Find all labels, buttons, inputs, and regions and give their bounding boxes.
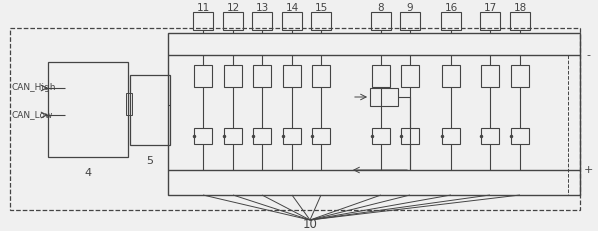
Bar [372, 128, 390, 144]
Text: +: + [583, 165, 593, 175]
Text: 14: 14 [285, 3, 298, 13]
Text: 13: 13 [255, 3, 269, 13]
Text: 17: 17 [483, 3, 496, 13]
Text: CAN_Low: CAN_Low [12, 110, 53, 119]
Text: -: - [586, 50, 590, 60]
Bar [511, 128, 529, 144]
Text: 11: 11 [196, 3, 210, 13]
Bar [224, 128, 242, 144]
Bar [252, 12, 272, 30]
Bar [370, 88, 398, 106]
Bar [442, 65, 460, 87]
Text: 4: 4 [84, 168, 91, 178]
Text: 12: 12 [227, 3, 240, 13]
Bar [224, 65, 242, 87]
Bar [283, 128, 301, 144]
Bar [371, 12, 391, 30]
Bar [168, 33, 580, 195]
Bar [126, 93, 132, 115]
Text: 5: 5 [147, 156, 154, 166]
Bar [481, 65, 499, 87]
Bar [283, 65, 301, 87]
Bar [194, 128, 212, 144]
Bar [253, 128, 271, 144]
Bar [511, 65, 529, 87]
Bar [441, 12, 461, 30]
Bar [10, 28, 580, 210]
Text: 8: 8 [378, 3, 385, 13]
Bar [481, 128, 499, 144]
Bar [193, 12, 213, 30]
Bar [510, 12, 530, 30]
Bar [480, 12, 500, 30]
Bar [282, 12, 302, 30]
Bar [401, 65, 419, 87]
Text: 18: 18 [513, 3, 527, 13]
Bar [223, 12, 243, 30]
Bar [130, 75, 170, 145]
Text: 15: 15 [315, 3, 328, 13]
Bar [311, 12, 331, 30]
Text: 9: 9 [407, 3, 413, 13]
Bar [400, 12, 420, 30]
Text: CAN_High: CAN_High [12, 83, 56, 92]
Text: 16: 16 [444, 3, 457, 13]
Bar [312, 65, 330, 87]
Bar [401, 128, 419, 144]
Text: 10: 10 [303, 219, 318, 231]
Bar [372, 65, 390, 87]
Bar [442, 128, 460, 144]
Bar [312, 128, 330, 144]
Bar [253, 65, 271, 87]
Bar [48, 62, 128, 157]
Bar [194, 65, 212, 87]
